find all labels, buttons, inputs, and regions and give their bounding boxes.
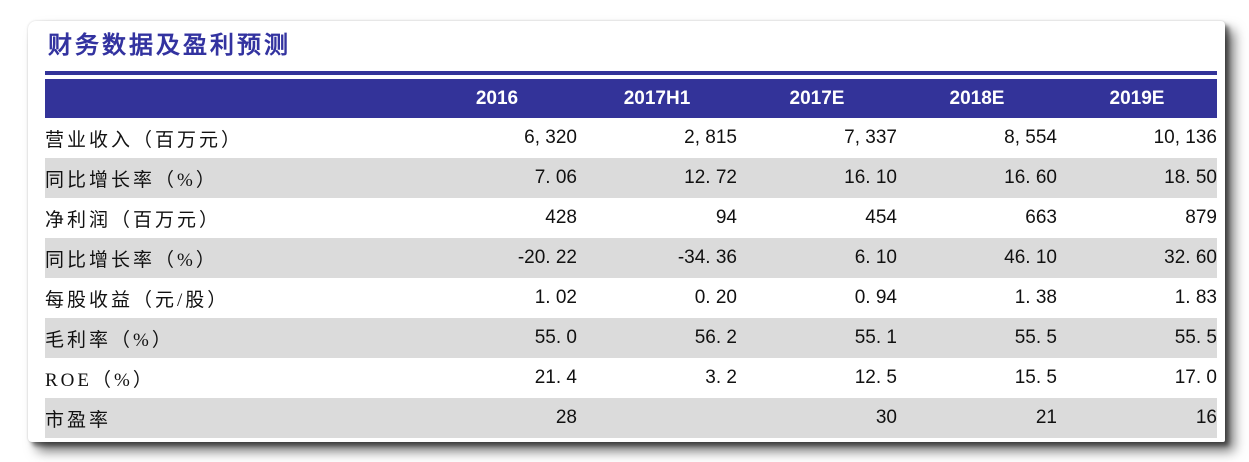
column-header-2019E: 2019E xyxy=(1109,87,1165,109)
cell-value: 28 xyxy=(555,407,577,428)
cell-value: 46. 10 xyxy=(1004,247,1057,268)
cell-value: 21 xyxy=(1035,407,1057,428)
cell-value: 18. 50 xyxy=(1164,167,1217,188)
cell-value: 55. 1 xyxy=(854,327,897,348)
column-header-2016: 2016 xyxy=(475,87,519,109)
column-header-2017E: 2017E xyxy=(789,87,845,109)
cell-value: 55. 5 xyxy=(1174,327,1217,348)
cell-value: 454 xyxy=(865,207,897,228)
row-label: 毛利率（%） xyxy=(45,329,174,351)
table-header-row: 2016 2017H1 2017E 2018E 2019E xyxy=(45,79,1217,118)
table-row: 营业收入（百万元） 6, 320 2, 815 7, 337 8, 554 10, 136 xyxy=(45,118,1217,158)
cell-value: 30 xyxy=(875,407,897,428)
cell-value: 879 xyxy=(1185,207,1217,228)
row-label: 同比增长率（%） xyxy=(45,169,218,191)
cell-value: 16. 10 xyxy=(844,167,897,188)
rule-gap xyxy=(45,75,1217,79)
cell-value: 6, 320 xyxy=(524,127,577,148)
title-rule xyxy=(45,71,1217,75)
cell-value xyxy=(577,398,737,438)
row-label: 营业收入（百万元） xyxy=(45,129,244,151)
cell-value: 12. 72 xyxy=(684,167,737,188)
financial-table: 2016 2017H1 2017E 2018E 2019E 营业收入（百万元） 6, 32… xyxy=(45,79,1217,438)
cell-value: 55. 0 xyxy=(534,327,577,348)
cell-value: 94 xyxy=(715,207,737,228)
cell-value: 6. 10 xyxy=(854,247,897,268)
cell-value: -20. 22 xyxy=(517,247,577,268)
report-card: 财务数据及盈利预测 2016 2017H1 2017E 2018E 2019E 营业收入… xyxy=(28,21,1225,442)
cell-value: 16. 60 xyxy=(1004,167,1057,188)
cell-value: 16 xyxy=(1195,407,1217,428)
row-label: 同比增长率（%） xyxy=(45,249,218,271)
cell-value: -34. 36 xyxy=(677,247,737,268)
card-content: 财务数据及盈利预测 2016 2017H1 2017E 2018E 2019E 营业收入… xyxy=(28,21,1225,438)
table-row: 净利润（百万元） 428 94 454 663 879 xyxy=(45,198,1217,238)
cell-value: 428 xyxy=(545,207,577,228)
cell-value: 3. 2 xyxy=(705,367,737,388)
cell-value: 0. 94 xyxy=(854,287,897,308)
cell-value: 1. 02 xyxy=(534,287,577,308)
cell-value: 2, 815 xyxy=(684,127,737,148)
table-row: 每股收益（元/股） 1. 02 0. 20 0. 94 1. 38 1. 83 xyxy=(45,278,1217,318)
cell-value: 7, 337 xyxy=(844,127,897,148)
table-row: ROE（%） 21. 4 3. 2 12. 5 15. 5 17. 0 xyxy=(45,358,1217,398)
row-label: ROE（%） xyxy=(45,369,155,391)
page-title: 财务数据及盈利预测 xyxy=(48,33,291,59)
column-header-empty xyxy=(45,79,417,118)
row-label: 净利润（百万元） xyxy=(45,209,222,231)
column-header-2017H1: 2017H1 xyxy=(623,87,691,109)
cell-value: 17. 0 xyxy=(1174,367,1217,388)
cell-value: 0. 20 xyxy=(694,287,737,308)
cell-value: 1. 38 xyxy=(1014,287,1057,308)
table-body: 营业收入（百万元） 6, 320 2, 815 7, 337 8, 554 10, 136… xyxy=(45,118,1217,438)
cell-value: 21. 4 xyxy=(534,367,577,388)
column-header-2018E: 2018E xyxy=(949,87,1005,109)
row-label: 市盈率 xyxy=(45,409,112,431)
cell-value: 8, 554 xyxy=(1004,127,1057,148)
cell-value: 55. 5 xyxy=(1014,327,1057,348)
cell-value: 663 xyxy=(1025,207,1057,228)
table-row: 同比增长率（%） 7. 06 12. 72 16. 10 16. 60 18. 50 xyxy=(45,158,1217,198)
cell-value: 56. 2 xyxy=(694,327,737,348)
table-row: 毛利率（%） 55. 0 56. 2 55. 1 55. 5 55. 5 xyxy=(45,318,1217,358)
table-row: 市盈率 28 30 21 16 xyxy=(45,398,1217,438)
row-label: 每股收益（元/股） xyxy=(45,289,230,311)
cell-value: 10, 136 xyxy=(1153,127,1217,148)
cell-value: 1. 83 xyxy=(1174,287,1217,308)
table-row: 同比增长率（%） -20. 22 -34. 36 6. 10 46. 10 32. 60 xyxy=(45,238,1217,278)
cell-value: 12. 5 xyxy=(854,367,897,388)
cell-value: 32. 60 xyxy=(1164,247,1217,268)
cell-value: 15. 5 xyxy=(1014,367,1057,388)
cell-value: 7. 06 xyxy=(534,167,577,188)
